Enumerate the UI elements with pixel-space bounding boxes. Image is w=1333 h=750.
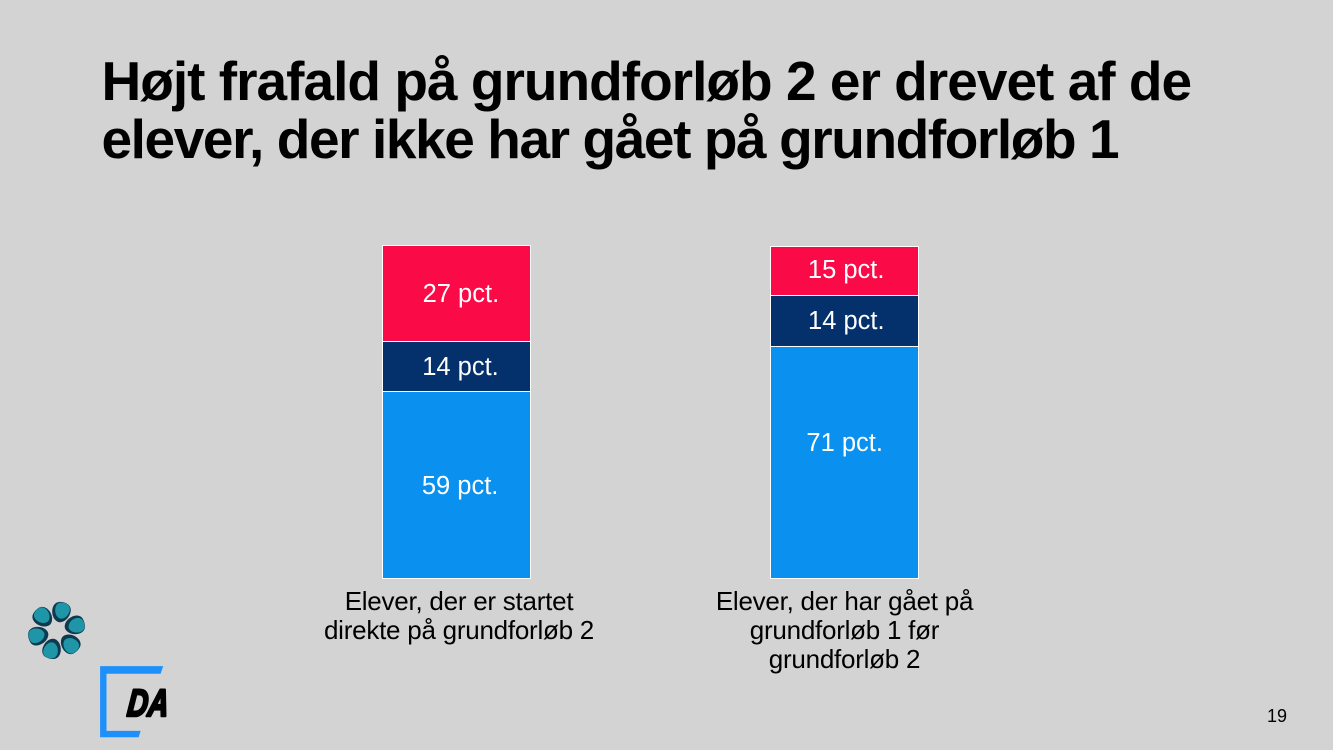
svg-text:DA: DA: [125, 682, 171, 725]
